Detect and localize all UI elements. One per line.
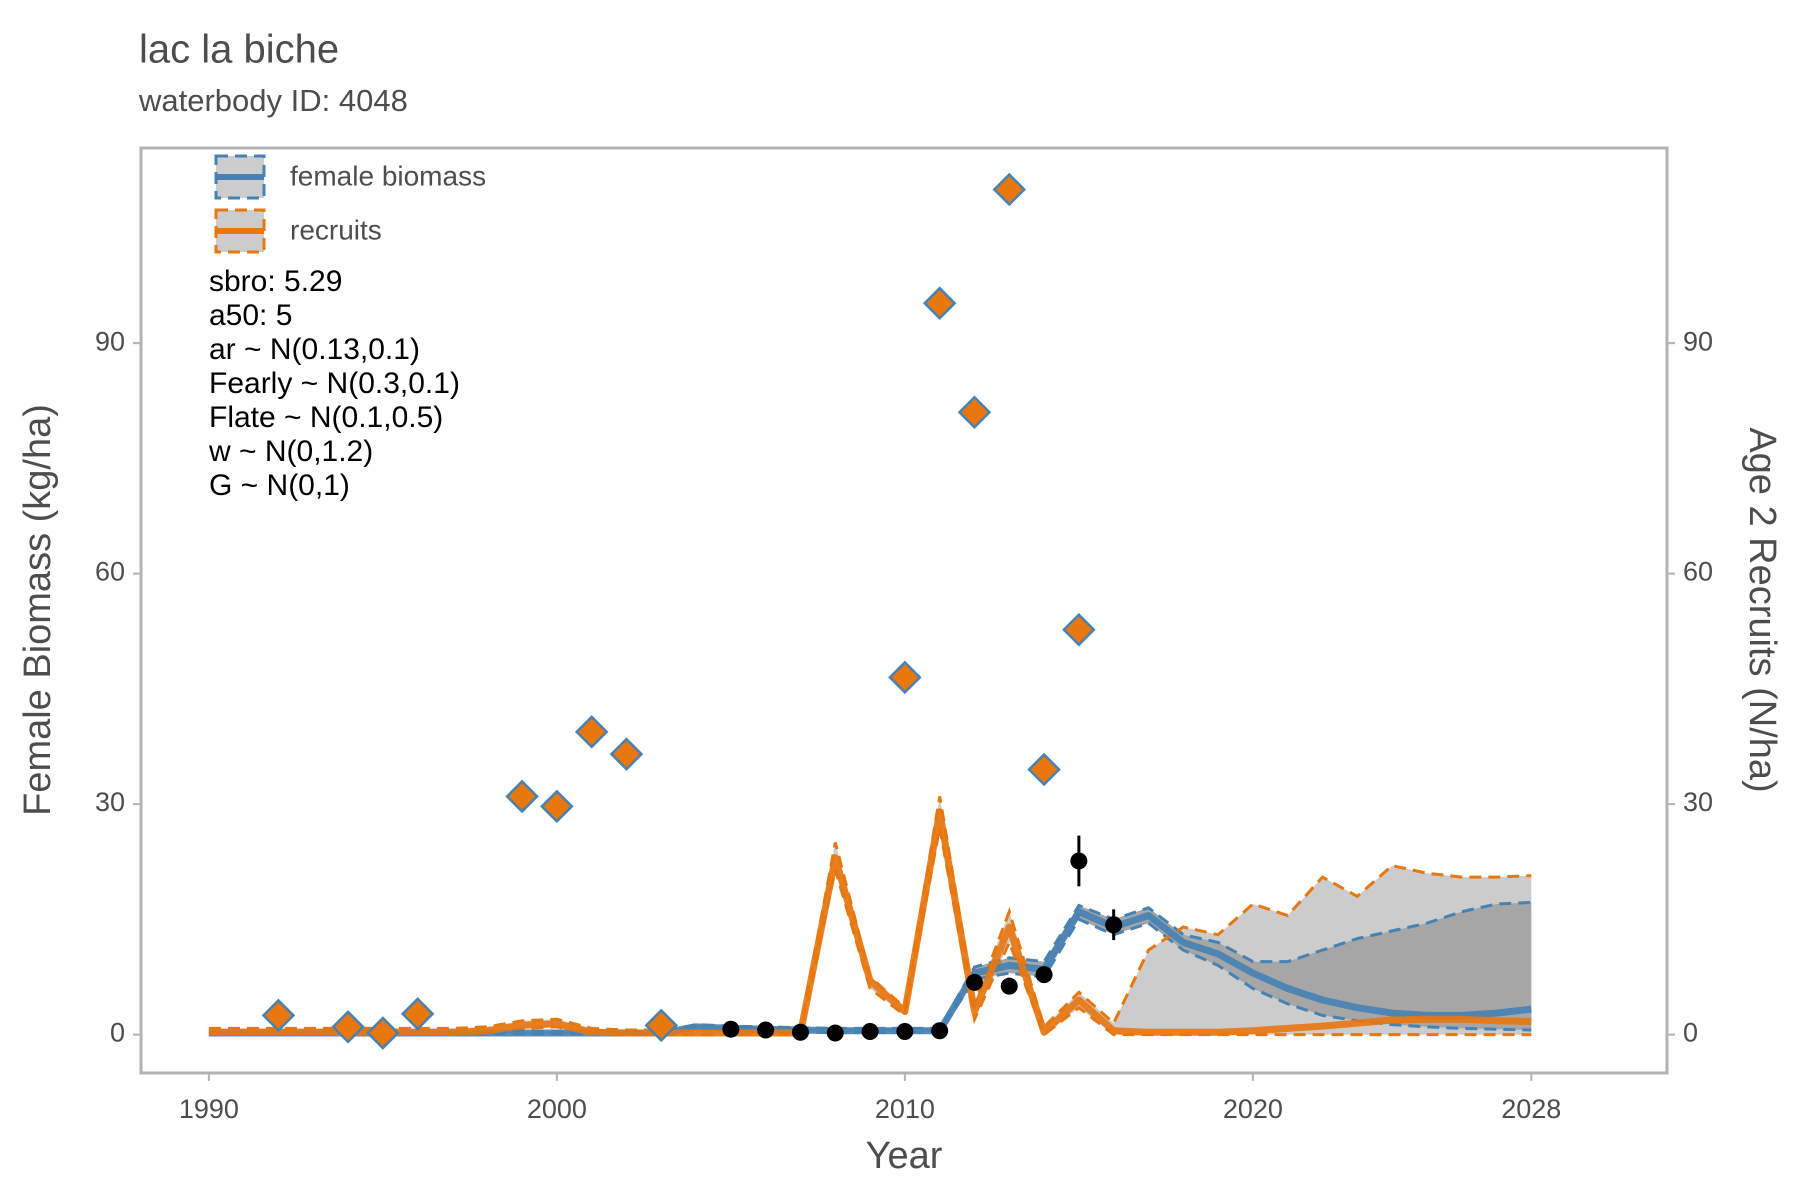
observed-biomass: [722, 1020, 740, 1038]
annotation: Flate ~ N(0.1,0.5): [209, 401, 443, 434]
observed-biomass: [791, 1023, 809, 1041]
x-tick-label: 1990: [179, 1094, 239, 1124]
observed-recruits: [888, 660, 922, 695]
observed-biomass: [965, 973, 983, 991]
observed-biomass: [931, 1022, 949, 1040]
y-tick-label: 60: [95, 557, 125, 587]
y-tick-label: 90: [95, 326, 125, 356]
x-tick-label: 2020: [1223, 1094, 1283, 1124]
observed-recruits: [1062, 612, 1096, 647]
x-axis-label: Year: [866, 1135, 943, 1177]
observed-biomass: [1000, 977, 1018, 995]
observed-recruits: [1027, 752, 1061, 787]
observed-recruits: [540, 789, 574, 824]
observed-recruits: [992, 172, 1027, 207]
observed-biomass: [896, 1023, 914, 1041]
observed-biomass: [826, 1024, 844, 1042]
observed-biomass: [1035, 966, 1053, 984]
y2-tick-label: 0: [1683, 1018, 1698, 1048]
observed-biomass: [1105, 916, 1123, 934]
observed-recruits: [644, 1008, 679, 1043]
plot-frame: [139, 146, 1669, 1075]
observed-recruits: [505, 779, 539, 814]
x-tick-label: 2010: [875, 1094, 935, 1124]
observed-recruits: [400, 997, 435, 1031]
annotation: G ~ N(0,1): [209, 469, 350, 502]
y2-tick-label: 90: [1683, 326, 1713, 356]
y2-tick-label: 60: [1683, 557, 1713, 587]
y-tick-label: 0: [110, 1018, 125, 1048]
series-line: [208, 808, 1532, 1037]
observed-recruits: [609, 737, 644, 771]
y2-axis-label: Age 2 Recruits (N/ha): [1741, 427, 1783, 792]
observed-recruits: [574, 715, 609, 749]
y2-tick-label: 30: [1683, 787, 1713, 817]
x-tick-label: 2000: [527, 1094, 587, 1124]
annotation: w ~ N(0,1.2): [208, 435, 373, 468]
annotation: a50: 5: [209, 299, 292, 332]
annotation: ar ~ N(0.13,0.1): [209, 333, 420, 366]
observed-biomass: [861, 1023, 879, 1041]
annotation: Fearly ~ N(0.3,0.1): [209, 367, 460, 400]
observed-recruits: [957, 395, 992, 430]
observed-recruits: [922, 286, 957, 320]
chart-subtitle: waterbody ID: 4048: [138, 83, 408, 118]
observed-recruits: [366, 1016, 400, 1050]
x-tick-label: 2028: [1501, 1094, 1561, 1124]
y-axis-label: Female Biomass (kg/ha): [17, 404, 59, 816]
observed-biomass: [1070, 852, 1088, 870]
legend-label: recruits: [290, 214, 382, 245]
annotation: sbro: 5.29: [209, 265, 342, 298]
observed-recruits: [331, 1010, 365, 1044]
y-tick-label: 30: [95, 787, 125, 817]
confidence-band: [208, 796, 1532, 1035]
legend-label: female biomass: [290, 160, 486, 191]
observed-recruits: [261, 998, 296, 1033]
chart-title: lac la biche: [139, 28, 339, 72]
observed-biomass: [757, 1021, 775, 1039]
